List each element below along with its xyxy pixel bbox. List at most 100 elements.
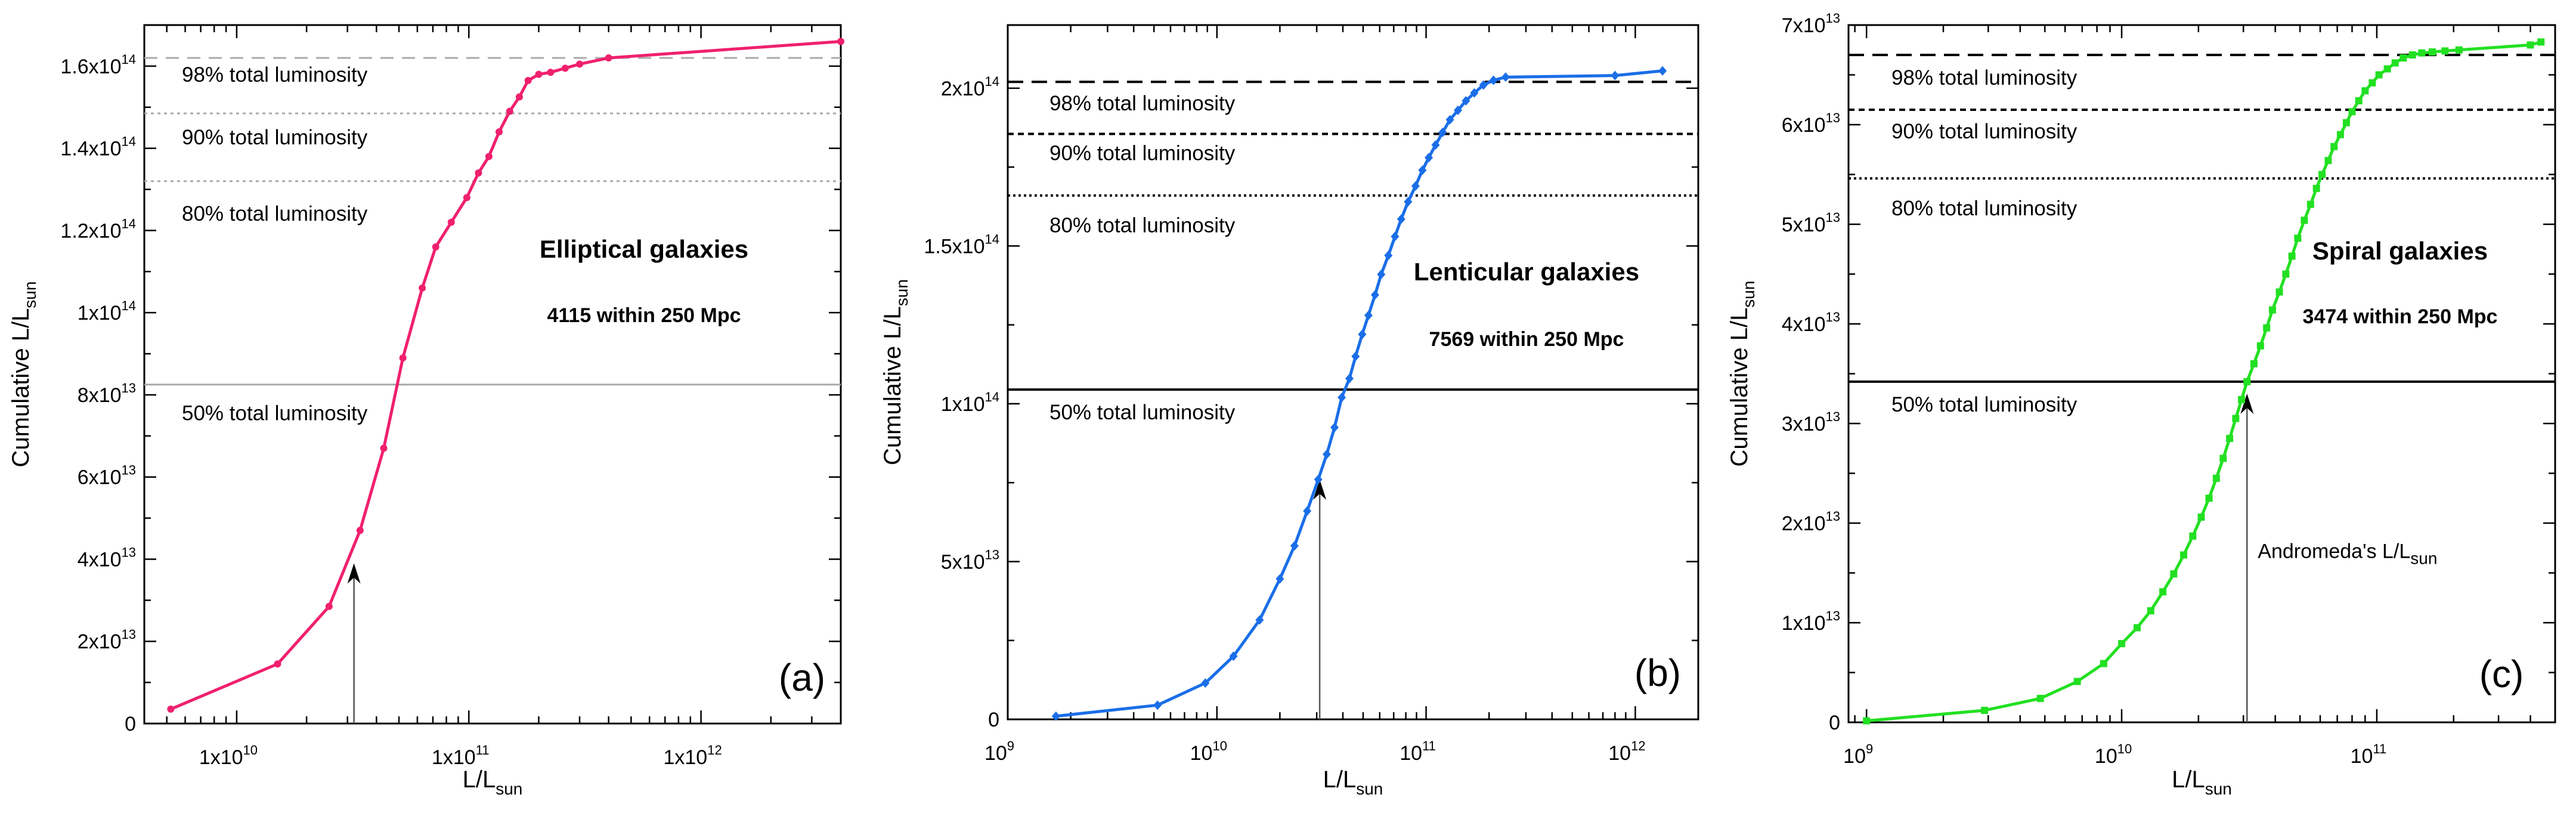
data-point bbox=[2159, 588, 2167, 596]
y-tick-label: 5x1013 bbox=[1782, 210, 1840, 236]
data-point bbox=[2355, 97, 2363, 104]
panel-subtitle: 4115 within 250 Mpc bbox=[547, 304, 741, 327]
x-tick-label: 1x1010 bbox=[199, 743, 258, 769]
data-point bbox=[2318, 171, 2326, 178]
data-point bbox=[1345, 373, 1354, 384]
x-tick-label: 1x1011 bbox=[432, 743, 490, 769]
panel-subtitle: 7569 within 250 Mpc bbox=[1429, 328, 1624, 351]
reference-line-label: 90% total luminosity bbox=[1891, 120, 2077, 143]
data-point bbox=[2330, 143, 2338, 150]
data-point bbox=[547, 69, 555, 76]
panel-subtitle: 3474 within 250 Mpc bbox=[2303, 305, 2498, 328]
arrow-head bbox=[1313, 479, 1327, 500]
x-tick-label: 1011 bbox=[2351, 741, 2387, 768]
data-point bbox=[2399, 54, 2407, 62]
x-axis-title: L/Lsun bbox=[463, 766, 523, 798]
y-tick-label: 0 bbox=[988, 709, 999, 731]
data-point bbox=[1377, 269, 1386, 279]
data-point bbox=[475, 169, 482, 177]
y-tick-label: 1.4x1014 bbox=[60, 134, 136, 160]
data-point bbox=[535, 70, 543, 78]
y-axis-title: Cumulative L/Lsun bbox=[8, 282, 39, 468]
data-point bbox=[561, 64, 569, 72]
x-tick-label: 109 bbox=[984, 738, 1014, 765]
data-point bbox=[1358, 329, 1367, 339]
data-point bbox=[1489, 75, 1498, 85]
data-point bbox=[2383, 65, 2391, 73]
y-tick-label: 0 bbox=[1829, 712, 1840, 734]
data-point bbox=[576, 60, 584, 68]
data-point bbox=[2243, 378, 2251, 385]
panel-letter: (c) bbox=[2479, 653, 2524, 695]
reference-line-label: 50% total luminosity bbox=[182, 402, 368, 425]
data-point bbox=[2441, 47, 2449, 55]
y-tick-label: 4x1013 bbox=[1782, 310, 1840, 336]
data-point bbox=[2189, 532, 2197, 540]
data-point bbox=[524, 76, 532, 84]
data-point bbox=[2294, 234, 2302, 242]
data-point bbox=[447, 218, 455, 226]
data-point bbox=[274, 660, 281, 668]
data-point bbox=[2275, 288, 2283, 296]
y-axis-title: Cumulative L/Lsun bbox=[880, 279, 911, 465]
y-tick-label: 6x1013 bbox=[78, 463, 136, 489]
data-point bbox=[2527, 41, 2534, 49]
data-point bbox=[1201, 678, 1210, 688]
data-point bbox=[1425, 153, 1433, 163]
data-point bbox=[2238, 395, 2246, 403]
data-point bbox=[1314, 474, 1323, 484]
reference-line-label: 50% total luminosity bbox=[1049, 401, 1236, 424]
data-point bbox=[325, 602, 333, 610]
chart-panel-3: 109 1010 1011 0 1x1013 2x1013 3x1013 4x1013 5x10… bbox=[1726, 11, 2556, 798]
y-tick-label: 6x1013 bbox=[1782, 110, 1840, 137]
data-point bbox=[2268, 306, 2276, 314]
data-point bbox=[2408, 51, 2416, 59]
data-point bbox=[1397, 214, 1405, 224]
reference-line-label: 50% total luminosity bbox=[1891, 393, 2077, 416]
arrow-head bbox=[347, 563, 361, 584]
x-tick-label: 1010 bbox=[2095, 741, 2132, 768]
data-point bbox=[2361, 87, 2369, 95]
data-point bbox=[2455, 46, 2463, 54]
series-line bbox=[170, 40, 841, 711]
data-point bbox=[2226, 435, 2234, 443]
y-tick-label: 1x1014 bbox=[78, 298, 136, 324]
data-point bbox=[399, 354, 407, 361]
data-point bbox=[1981, 706, 1989, 714]
panel-title: Lenticular galaxies bbox=[1414, 258, 1639, 286]
data-point bbox=[1384, 251, 1393, 261]
x-tick-label: 1012 bbox=[1608, 738, 1645, 765]
data-point bbox=[2212, 474, 2220, 482]
data-point bbox=[2134, 624, 2141, 632]
y-tick-label: 1.2x1014 bbox=[60, 216, 136, 242]
andromeda-annotation: Andromeda's L/Lsun bbox=[2258, 540, 2437, 567]
data-point bbox=[2118, 640, 2126, 648]
y-tick-label: 1x1014 bbox=[941, 390, 999, 416]
plot-frame bbox=[143, 24, 842, 725]
reference-line-label: 98% total luminosity bbox=[182, 63, 368, 86]
reference-line-label: 90% total luminosity bbox=[182, 126, 368, 149]
x-axis-title: L/Lsun bbox=[1323, 766, 1383, 798]
data-point bbox=[1431, 140, 1440, 150]
data-point bbox=[2312, 184, 2320, 192]
data-point bbox=[837, 38, 844, 45]
data-point bbox=[1501, 72, 1510, 82]
data-point bbox=[485, 153, 493, 160]
data-point bbox=[1611, 70, 1620, 81]
y-tick-label: 8x1013 bbox=[78, 381, 136, 407]
data-point bbox=[2263, 324, 2271, 332]
x-tick-label: 1010 bbox=[1190, 738, 1227, 765]
data-point bbox=[2282, 270, 2290, 278]
reference-line-label: 80% total luminosity bbox=[182, 202, 368, 225]
y-tick-label: 4x1013 bbox=[78, 545, 136, 571]
data-point bbox=[2428, 48, 2436, 56]
y-tick-label: 5x1013 bbox=[941, 547, 999, 573]
x-tick-label: 109 bbox=[1843, 741, 1873, 768]
data-point bbox=[515, 93, 523, 101]
data-point bbox=[1290, 541, 1299, 551]
data-point bbox=[2205, 494, 2213, 502]
data-point bbox=[1445, 115, 1454, 125]
data-point bbox=[1391, 231, 1400, 242]
data-point bbox=[1364, 310, 1373, 320]
x-tick-label: 1011 bbox=[1400, 738, 1436, 765]
